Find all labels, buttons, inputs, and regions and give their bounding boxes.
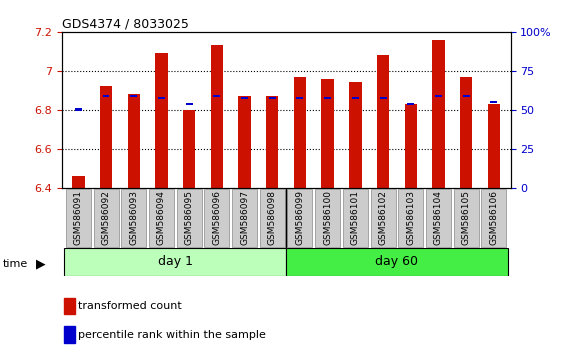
Text: GSM586094: GSM586094 [157, 190, 166, 245]
Bar [321, 79, 334, 188]
Bar [488, 104, 500, 188]
Text: GSM586098: GSM586098 [268, 190, 277, 245]
FancyBboxPatch shape [287, 189, 312, 247]
Text: GSM586096: GSM586096 [213, 190, 222, 245]
Bar [269, 97, 275, 99]
Text: GSM586091: GSM586091 [74, 190, 83, 245]
FancyBboxPatch shape [204, 189, 229, 247]
FancyBboxPatch shape [454, 189, 479, 247]
Text: GSM586100: GSM586100 [323, 190, 332, 245]
Bar [404, 104, 417, 188]
Bar [349, 82, 362, 188]
Bar [238, 96, 251, 188]
Text: GDS4374 / 8033025: GDS4374 / 8033025 [62, 18, 188, 31]
Text: time: time [3, 259, 28, 269]
FancyBboxPatch shape [398, 189, 423, 247]
Bar [64, 297, 75, 314]
Text: percentile rank within the sample: percentile rank within the sample [79, 330, 266, 340]
Text: GSM586103: GSM586103 [406, 190, 415, 245]
Bar [324, 97, 331, 99]
Bar [213, 95, 220, 97]
FancyBboxPatch shape [177, 189, 201, 247]
Text: GSM586093: GSM586093 [129, 190, 138, 245]
Text: GSM586106: GSM586106 [489, 190, 498, 245]
Bar [460, 77, 472, 188]
Bar [65, 248, 286, 276]
Bar [127, 94, 140, 188]
FancyBboxPatch shape [121, 189, 146, 247]
FancyBboxPatch shape [66, 189, 91, 247]
Bar [72, 176, 85, 188]
FancyBboxPatch shape [481, 189, 507, 247]
Text: day 60: day 60 [375, 256, 419, 268]
Bar [158, 97, 165, 99]
Bar [183, 110, 195, 188]
Bar [210, 46, 223, 188]
FancyBboxPatch shape [371, 189, 396, 247]
Bar [130, 95, 137, 97]
Bar [435, 95, 442, 97]
Bar [297, 97, 304, 99]
Text: GSM586097: GSM586097 [240, 190, 249, 245]
Bar [266, 96, 278, 188]
Text: GSM586095: GSM586095 [185, 190, 194, 245]
Bar [186, 103, 192, 105]
FancyBboxPatch shape [94, 189, 118, 247]
FancyBboxPatch shape [232, 189, 257, 247]
Text: GSM586105: GSM586105 [462, 190, 471, 245]
Text: GSM586102: GSM586102 [379, 190, 388, 245]
Bar [377, 55, 389, 188]
Bar [75, 108, 82, 111]
Text: transformed count: transformed count [79, 301, 182, 311]
Bar [100, 86, 112, 188]
FancyBboxPatch shape [343, 189, 368, 247]
Bar [155, 53, 168, 188]
FancyBboxPatch shape [149, 189, 174, 247]
Text: ▶: ▶ [36, 257, 46, 270]
Bar [64, 326, 75, 343]
Bar [241, 97, 248, 99]
Bar [380, 97, 387, 99]
Bar [352, 97, 359, 99]
Bar [432, 40, 445, 188]
Bar [490, 101, 498, 103]
Bar [294, 77, 306, 188]
Text: GSM586104: GSM586104 [434, 190, 443, 245]
FancyBboxPatch shape [426, 189, 451, 247]
FancyBboxPatch shape [315, 189, 340, 247]
Bar [407, 103, 414, 105]
Bar [286, 248, 508, 276]
Text: GSM586099: GSM586099 [296, 190, 305, 245]
FancyBboxPatch shape [260, 189, 285, 247]
Bar [463, 95, 470, 97]
Text: day 1: day 1 [158, 256, 193, 268]
Text: GSM586101: GSM586101 [351, 190, 360, 245]
Bar [103, 95, 109, 97]
Text: GSM586092: GSM586092 [102, 190, 111, 245]
